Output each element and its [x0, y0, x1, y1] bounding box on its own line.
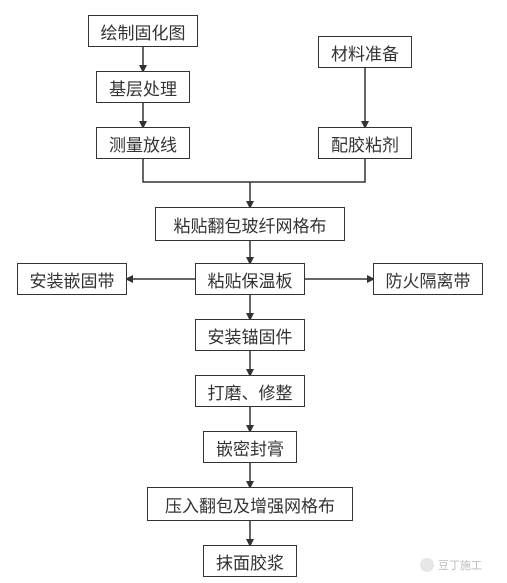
flow-node-n13: 压入翻包及增强网格布	[147, 487, 353, 521]
flow-node-n11: 打磨、修整	[195, 375, 305, 407]
flow-node-n2: 材料准备	[318, 36, 412, 68]
flow-node-n7: 安装嵌固带	[17, 263, 127, 295]
flow-node-n10: 安装锚固件	[195, 319, 305, 351]
flow-node-n12: 嵌密封膏	[203, 431, 297, 463]
flow-node-n6: 粘贴翻包玻纤网格布	[155, 207, 345, 241]
flow-node-n9: 防火隔离带	[373, 263, 483, 295]
watermark-text: 豆丁施工	[438, 557, 482, 573]
flow-node-n1: 绘制固化图	[88, 15, 198, 47]
flow-node-n3: 基层处理	[96, 71, 190, 103]
flow-node-n8: 粘贴保温板	[195, 263, 305, 295]
watermark: 豆丁施工	[420, 557, 482, 573]
flow-node-n5: 配胶粘剂	[318, 127, 412, 159]
flow-node-n14: 抹面胶浆	[203, 545, 297, 577]
watermark-icon	[420, 558, 434, 572]
flow-node-n4: 测量放线	[96, 127, 190, 159]
